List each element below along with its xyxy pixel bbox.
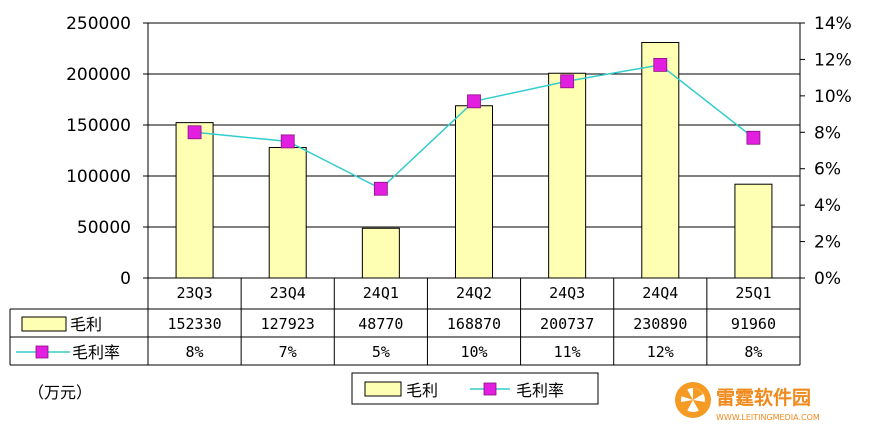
category-label: 24Q3 — [549, 284, 585, 302]
left-tick-label: 50000 — [77, 218, 131, 238]
bar-value-label: 200737 — [540, 315, 594, 333]
bar-value-label: 127923 — [261, 315, 315, 333]
data-table: 23Q3 152330 8% 23Q4 127923 7% 24Q1 48770 5% 24Q2 1… — [9, 278, 801, 366]
left-tick-label: 100000 — [66, 167, 131, 187]
category-label: 25Q1 — [735, 284, 771, 302]
bar — [548, 72, 587, 279]
orange-logo-icon — [675, 382, 711, 418]
bar — [734, 183, 773, 279]
bar — [361, 227, 400, 279]
line-point — [653, 57, 668, 72]
right-tick-label: 8% — [814, 123, 841, 143]
bar — [268, 147, 307, 279]
bar-value-label: 230890 — [633, 315, 687, 333]
category-label: 24Q1 — [363, 284, 399, 302]
bar-value-label: 48770 — [358, 315, 403, 333]
legend-line-marker — [483, 382, 497, 396]
line-value-label: 5% — [372, 343, 390, 361]
row-bar-swatch — [21, 316, 67, 332]
axes — [143, 22, 801, 279]
legend-line-label: 毛利率 — [516, 381, 564, 400]
row-line-marker — [35, 345, 49, 359]
row-line-label: 毛利率 — [72, 343, 120, 362]
bar — [641, 41, 680, 279]
category-label: 23Q3 — [177, 284, 213, 302]
left-tick-label: 0 — [120, 269, 131, 289]
right-tick-label: 0% — [814, 269, 841, 289]
bar-value-label: 168870 — [447, 315, 501, 333]
right-tick-label: 10% — [814, 87, 852, 107]
row-bar-label: 毛利 — [70, 315, 102, 334]
plot-frame — [147, 22, 801, 279]
legend-bar-swatch — [364, 381, 402, 397]
line-point — [746, 130, 761, 145]
line-value-label: 12% — [647, 343, 674, 361]
category-label: 23Q4 — [270, 284, 306, 302]
line-point — [280, 134, 295, 149]
bar — [175, 122, 214, 279]
bar-value-label: 152330 — [167, 315, 221, 333]
legend-bar-label: 毛利 — [406, 381, 438, 400]
bar-series — [175, 41, 773, 279]
line-value-label: 7% — [279, 343, 297, 361]
right-axis-ticks: 0% 2% 4% 6% 8% 10% 12% 14% — [800, 14, 852, 289]
line-point — [187, 125, 202, 140]
line-value-label: 11% — [554, 343, 581, 361]
line-point — [373, 181, 388, 196]
left-axis-ticks: 0 50000 100000 150000 200000 250000 — [66, 14, 131, 289]
category-label: 24Q2 — [456, 284, 492, 302]
bar — [455, 105, 493, 279]
right-tick-label: 2% — [814, 233, 841, 253]
line-value-label: 8% — [186, 343, 204, 361]
right-tick-label: 6% — [814, 160, 841, 180]
watermark-url: WWW.LEITINGMEDIA.COM — [716, 413, 820, 422]
left-tick-label: 200000 — [66, 65, 131, 85]
line-point — [467, 94, 481, 109]
watermark: 雷霆软件园 WWW.LEITINGMEDIA.COM — [675, 382, 820, 422]
right-tick-label: 4% — [814, 196, 841, 216]
line-point — [560, 74, 575, 89]
watermark-name: 雷霆软件园 — [716, 386, 811, 409]
category-label: 24Q4 — [642, 284, 678, 302]
left-tick-label: 250000 — [66, 14, 131, 34]
right-tick-label: 12% — [814, 50, 852, 70]
line-value-label: 10% — [460, 343, 487, 361]
line-value-label: 8% — [744, 343, 762, 361]
legend: 毛利 毛利率 — [351, 372, 599, 405]
bar-value-label: 91960 — [731, 315, 776, 333]
unit-label: （万元） — [28, 383, 92, 402]
left-tick-label: 150000 — [66, 116, 131, 136]
line-series — [187, 57, 761, 196]
right-tick-label: 14% — [814, 14, 852, 34]
